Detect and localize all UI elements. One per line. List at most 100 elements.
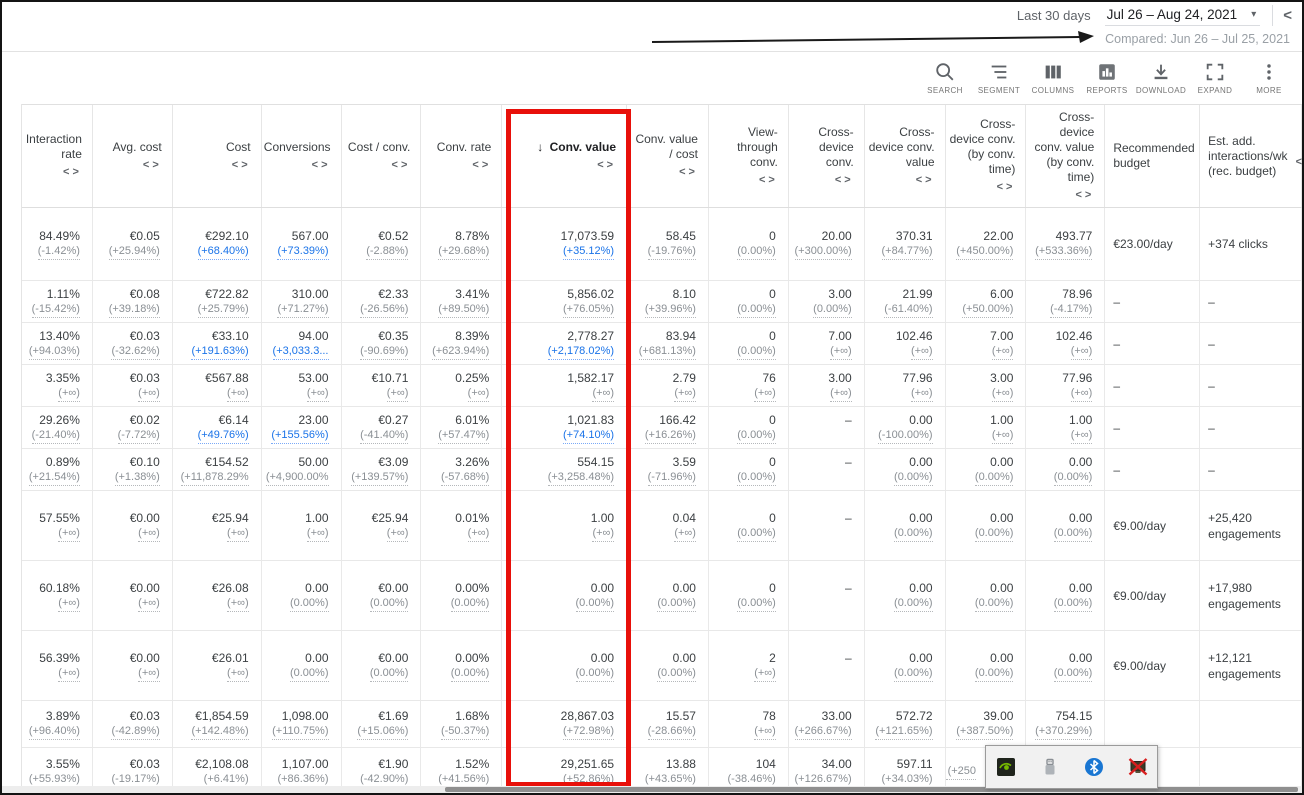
cell-change-delta: (+71.27%) [277,302,328,318]
column-header-cross_device_conv_value[interactable]: Cross-device conv. value <> [865,105,946,207]
recommended-budget-cell: €9.00/day [1105,491,1200,560]
cell-change-delta: (0.00%) [737,302,776,318]
compare-toggle-icon[interactable]: <> [472,158,491,173]
column-header-avg_cost[interactable]: Avg. cost<> [93,105,173,207]
cell-value: – [1113,294,1120,310]
cell-change-delta: (-50.37%) [441,724,489,740]
table-cell-cross_device_conv_value: 0.00(0.00%) [865,561,946,630]
table-cell-conversions: 310.00(+71.27%) [262,281,342,322]
column-header-label: ↓ Conv. value [537,140,616,155]
column-header-view_through_conv[interactable]: View-through conv.<> [709,105,789,207]
cell-value: – [1208,462,1215,478]
column-header-cross_device_conv[interactable]: Cross-device conv.<> [789,105,865,207]
columns-button[interactable]: COLUMNS [1026,61,1080,95]
column-header-cross_device_conv_value_by_time[interactable]: Cross-device conv. value (by conv. time)… [1026,105,1105,207]
change-explanation-link[interactable]: (+73.39%) [277,244,328,260]
cell-change-delta: (0.00%) [813,302,852,318]
reports-label: REPORTS [1086,86,1127,95]
column-header-label: Cross-device conv. value [869,125,935,170]
compare-toggle-icon[interactable]: <> [392,158,411,173]
device-disabled-icon[interactable] [1128,757,1148,777]
cell-value: 102.46 [1026,328,1092,344]
compare-toggle-icon[interactable]: <> [679,165,698,180]
expand-button[interactable]: EXPAND [1188,61,1242,95]
cell-value: €0.00 [93,650,160,666]
column-header-recommended_budget[interactable]: Recommended budget [1105,105,1200,207]
search-button[interactable]: SEARCH [918,61,972,95]
column-header-conv_rate[interactable]: Conv. rate<> [421,105,502,207]
change-explanation-link[interactable]: (+155.56%) [271,428,328,444]
cell-value: 0 [709,412,776,428]
cell-change-delta: (+∞) [307,526,329,542]
cell-value: 0.00 [1026,454,1092,470]
cell-change-delta: (+450.00%) [956,244,1013,260]
table-cell-cross_device_conv_value: 572.72(+121.65%) [865,701,946,747]
cell-change-delta: (+∞) [1071,428,1093,444]
cell-value: 0 [709,286,776,302]
horizontal-scrollbar-thumb[interactable] [445,787,1298,792]
table-cell-conversions: 50.00(+4,900.00% [262,449,342,490]
change-explanation-link[interactable]: (+68.40%) [198,244,249,260]
bluetooth-icon[interactable] [1084,757,1104,777]
column-header-cross_device_conv_by_time[interactable]: Cross-device conv. (by conv. time)<> [946,105,1027,207]
change-explanation-link[interactable]: (+49.76%) [198,428,249,444]
table-cell-view_through_conv: 76(+∞) [709,365,789,406]
table-cell-cross_device_conv_by_time: 1.00(+∞) [946,407,1027,448]
cell-change-delta: (+∞) [592,386,614,402]
compare-toggle-icon[interactable]: <> [997,180,1016,195]
cell-change-delta: (+84.77%) [882,244,933,260]
column-header-label: Est. add. interactions/wk (rec. budget) [1208,134,1291,179]
reports-button[interactable]: REPORTS [1080,61,1134,95]
compare-toggle-icon[interactable]: <> [312,158,331,173]
nvidia-settings-icon[interactable] [996,757,1016,777]
download-button[interactable]: DOWNLOAD [1134,61,1188,95]
change-explanation-link[interactable]: (+74.10%) [563,428,614,444]
column-header-cost_per_conv[interactable]: Cost / conv.<> [342,105,422,207]
column-header-est_add_interactions[interactable]: Est. add. interactions/wk (rec. budget) [1200,105,1302,207]
cell-change-delta: (0.00%) [290,666,329,682]
cell-value: 0.00% [421,580,489,596]
compare-toggle-icon[interactable]: <> [597,158,616,173]
compare-toggle-icon[interactable]: <> [916,173,935,188]
column-header-conv_value_per_cost[interactable]: Conv. value / cost<> [627,105,709,207]
cell-value: 1.68% [421,708,489,724]
cell-change-delta: (+∞) [754,386,776,402]
compare-toggle-icon[interactable]: <> [143,158,162,173]
table-cell-avg_cost: €0.08(+39.18%) [93,281,173,322]
change-explanation-link[interactable]: (+2,178.02%) [548,344,614,360]
collapse-panel-button[interactable]: < [1272,5,1294,26]
cell-value: €3.09 [342,454,409,470]
cell-change-delta: (+∞) [592,526,614,542]
cell-value: €2.33 [342,286,409,302]
column-header-conv_value[interactable]: ↓ Conv. value <> [502,105,627,207]
cell-change-delta: (+300.00%) [795,244,852,260]
cell-value: 1.11% [22,286,80,302]
table-cell-conv_value: 1,582.17(+∞) [502,365,627,406]
compare-toggle-icon[interactable]: <> [232,158,251,173]
compare-toggle-icon[interactable]: <> [1075,188,1094,203]
cell-value: 3.00 [946,370,1014,386]
cell-value: 3.35% [22,370,80,386]
compare-toggle-icon[interactable]: <> [835,173,854,188]
change-explanation-link[interactable]: (+3,033.3... [273,344,329,360]
more-button[interactable]: MORE [1242,61,1296,95]
table-cell-cost_per_conv: €25.94(+∞) [342,491,422,560]
date-range-selector[interactable]: Jul 26 – Aug 24, 2021 ▾ [1105,4,1261,26]
change-explanation-link[interactable]: (+35.12%) [563,244,614,260]
compare-toggle-icon[interactable]: <> [63,165,82,180]
cell-value: 76 [709,370,776,386]
segment-button[interactable]: SEGMENT [972,61,1026,95]
compare-toggle-icon[interactable]: <> [759,173,778,188]
usb-device-icon[interactable] [1040,757,1060,777]
column-header-conversions[interactable]: Conversions<> [262,105,342,207]
table-left-gutter [2,104,22,795]
cell-value: 0.00 [865,454,933,470]
column-header-interaction_rate[interactable]: Interaction rate<> [22,105,93,207]
cell-change-delta: (+∞) [387,386,409,402]
cell-value: 0.00 [946,580,1014,596]
cell-value: 0 [709,510,776,526]
cell-value: 77.96 [865,370,933,386]
table-cell-cross_device_conv_by_time: 7.00(+∞) [946,323,1027,364]
change-explanation-link[interactable]: (+191.63%) [191,344,248,360]
column-header-cost[interactable]: Cost<> [173,105,262,207]
